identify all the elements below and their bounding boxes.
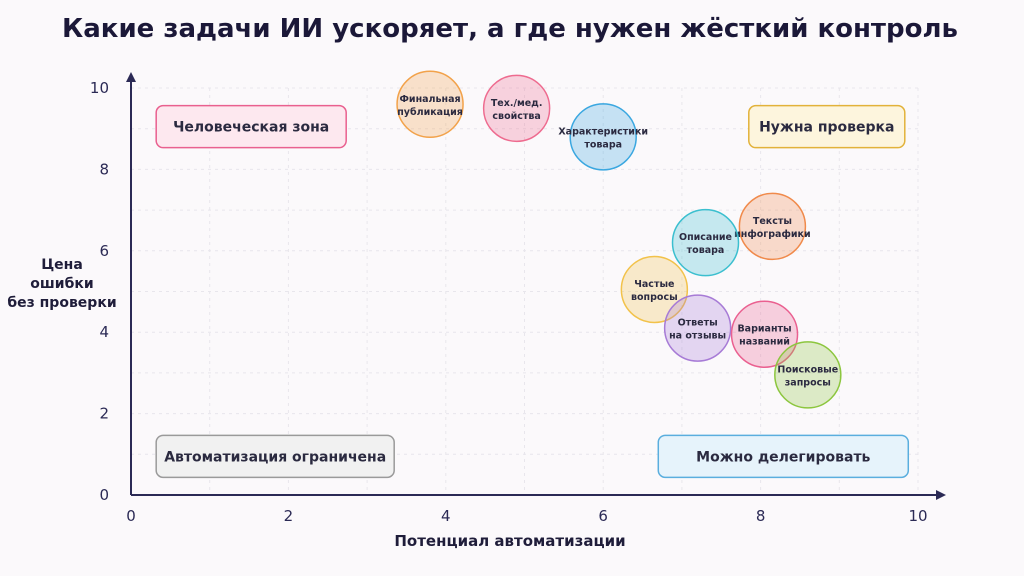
data-point-label: Описание <box>679 232 732 243</box>
data-point-bubble <box>396 70 464 139</box>
data-point-bubble <box>663 294 732 362</box>
y-axis-label-line: ошибки <box>30 276 94 292</box>
chart-title: Какие задачи ИИ ускоряет, а где нужен жё… <box>62 14 958 44</box>
data-point-label: Поисковые <box>777 364 838 375</box>
data-point-label: товара <box>687 245 725 256</box>
x-tick-label: 6 <box>598 507 608 525</box>
x-tick-label: 4 <box>441 507 451 525</box>
data-point-label: Частые <box>634 279 674 290</box>
data-point-label: инфографики <box>734 229 811 240</box>
data-point-label: свойства <box>492 111 540 122</box>
data-point-bubble <box>730 300 799 368</box>
y-tick-label: 10 <box>90 79 109 97</box>
data-point-bubble <box>482 74 551 143</box>
quadrant-label-box <box>155 104 347 149</box>
data-point-bubble <box>738 192 807 261</box>
x-tick-label: 2 <box>284 507 294 525</box>
y-tick-label: 0 <box>99 486 109 504</box>
quadrant-label-box <box>155 434 395 479</box>
quadrant-label: Нужна проверка <box>759 120 894 136</box>
quadrant-label: Можно делегировать <box>696 449 870 465</box>
quadrant-label-box <box>657 434 910 479</box>
y-axis-label-line: без проверки <box>7 295 117 311</box>
y-axis-label: Цена ошибки без проверки <box>6 256 118 313</box>
y-tick-label: 2 <box>99 405 109 423</box>
data-point-label: запросы <box>785 377 831 388</box>
data-point-label: вопросы <box>631 292 678 303</box>
data-point-label: названий <box>739 337 790 348</box>
data-point-label: Тексты <box>753 216 792 227</box>
x-axis-label: Потенциал автоматизации <box>394 532 626 550</box>
quadrant-label: Человеческая зона <box>173 120 329 136</box>
data-point-bubble <box>774 341 842 409</box>
y-axis-label-line: Цена <box>41 257 83 273</box>
x-tick-label: 8 <box>756 507 766 525</box>
data-point-bubble <box>569 103 637 171</box>
data-point-label: Финальная <box>400 94 461 105</box>
quadrant-label-box <box>748 104 906 149</box>
data-point-label: Тех./мед. <box>491 98 543 109</box>
data-point-label: товара <box>584 139 622 150</box>
x-axis-arrow-icon <box>936 490 946 500</box>
data-point-label: Варианты <box>737 324 791 335</box>
data-point-bubble <box>671 208 740 277</box>
data-point-label: Характеристики <box>558 126 648 137</box>
y-tick-label: 4 <box>99 323 109 341</box>
data-point-label: Ответы <box>678 318 718 329</box>
x-tick-label: 0 <box>126 507 136 525</box>
data-point-bubble <box>620 255 689 324</box>
x-tick-label: 10 <box>908 507 927 525</box>
y-axis-arrow-icon <box>126 72 136 82</box>
data-point-label: на отзывы <box>669 331 726 342</box>
data-point-label: публикация <box>397 107 463 118</box>
quadrant-label: Автоматизация ограничена <box>164 449 386 465</box>
y-tick-label: 6 <box>99 242 109 260</box>
y-tick-label: 8 <box>99 160 109 178</box>
